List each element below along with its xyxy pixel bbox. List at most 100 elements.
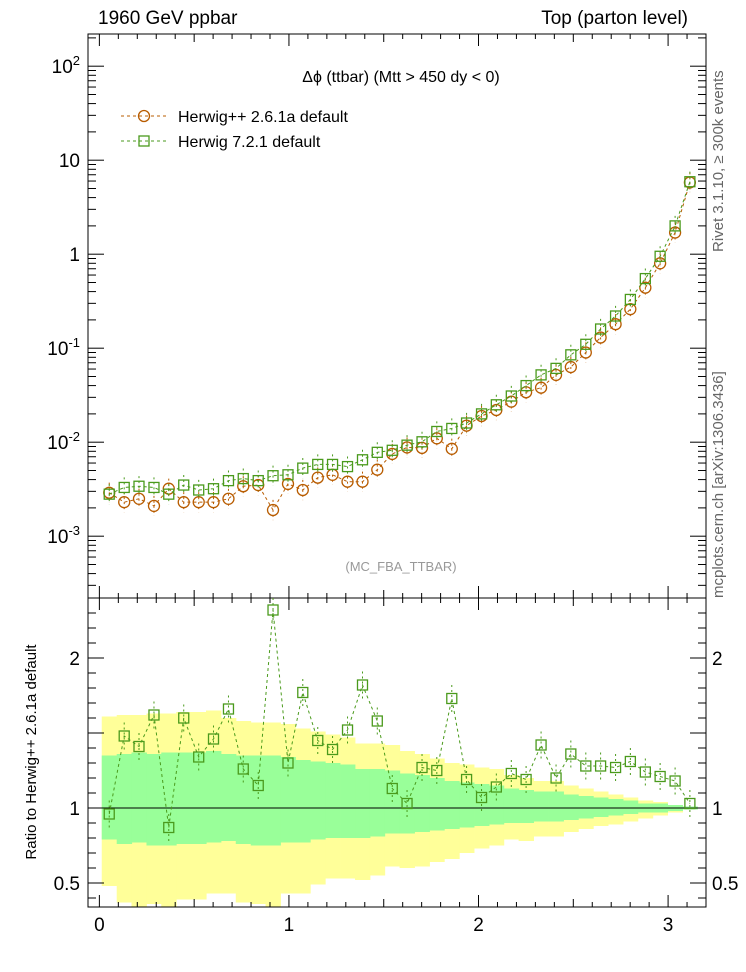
y-tick-label: 10 (59, 151, 80, 172)
series-herwigpp (103, 172, 697, 521)
data-point (356, 454, 369, 466)
ratio-point (639, 766, 651, 778)
legend-marker (137, 109, 151, 123)
ratio-frame (87, 597, 707, 908)
y-tick-label: 10-3 (47, 523, 80, 548)
data-point (222, 492, 235, 505)
data-point (669, 220, 681, 232)
y-tick-label: 1 (69, 799, 80, 820)
ratio-line (108, 609, 691, 828)
ratio-point (386, 782, 398, 795)
ratio-point (565, 748, 577, 760)
data-point (416, 436, 428, 448)
data-point (207, 496, 220, 509)
data-point (654, 250, 666, 262)
ratio-point (282, 757, 294, 769)
legend-label: Herwig++ 2.6.1a default (178, 109, 348, 126)
ratio-point (207, 733, 220, 745)
data-point (132, 492, 146, 505)
y-tick-label: 10-1 (47, 335, 80, 360)
ratio-point (222, 703, 235, 715)
band-inner (369, 769, 386, 837)
y-tick-label: 10-2 (47, 429, 80, 454)
band-inner (578, 796, 594, 819)
data-point (490, 399, 502, 411)
ratio-point (193, 751, 205, 763)
ratio-point (580, 760, 592, 772)
data-point (401, 439, 413, 451)
band-inner (518, 790, 534, 823)
legend-label: Herwig 7.2.1 default (178, 134, 321, 151)
y-tick-label-right: 1 (712, 799, 723, 820)
data-point (534, 381, 548, 394)
data-point (505, 390, 517, 402)
ratio-point (416, 761, 428, 774)
ratio-point (654, 770, 666, 783)
legend: Herwig++ 2.6.1a default Herwig 7.2.1 defa… (121, 109, 348, 151)
data-point (594, 331, 607, 344)
ratio-y-axis: 0.5 0.5 1 1 2 2 (54, 597, 738, 899)
band-inner (563, 794, 579, 820)
ratio-point (312, 734, 324, 747)
band-inner (206, 751, 222, 843)
data-point (639, 281, 652, 294)
data-point (371, 463, 384, 476)
ratio-point (401, 797, 413, 810)
data-point (267, 470, 279, 482)
band-inner (220, 754, 237, 841)
ratio-point (103, 808, 115, 820)
ratio-point (684, 797, 696, 810)
y-tick-label: 2 (69, 649, 80, 670)
data-point (460, 417, 473, 429)
ratio-point (550, 772, 562, 784)
data-point (296, 483, 309, 497)
data-point (326, 458, 339, 471)
ratio-point (535, 739, 547, 751)
band-inner (608, 799, 624, 816)
band-inner (340, 764, 356, 838)
data-point (386, 444, 398, 456)
data-point (118, 496, 131, 509)
ratio-point (133, 740, 145, 753)
data-point (312, 458, 324, 471)
y-tick-label: 1 (69, 245, 80, 266)
data-point (178, 479, 190, 491)
y-tick-label-right: 2 (712, 649, 723, 670)
y-tick-label: 102 (52, 53, 80, 78)
data-point (535, 369, 547, 381)
data-point (475, 408, 488, 420)
data-point (639, 272, 651, 285)
band-inner (265, 755, 281, 846)
band-inner (310, 761, 326, 840)
ratio-point (460, 773, 473, 786)
x-tick-label: 2 (473, 915, 484, 936)
ratio-point (297, 686, 309, 699)
band-inner (593, 797, 609, 817)
band-inner (235, 755, 252, 844)
ratio-bands (101, 710, 698, 907)
data-point (222, 474, 235, 487)
band-inner (191, 752, 207, 844)
data-point (103, 488, 115, 500)
ratio-point (118, 730, 130, 742)
ratio-point (148, 709, 160, 721)
data-point (580, 338, 592, 350)
ratio-point (237, 763, 249, 775)
data-point (446, 422, 458, 435)
data-point (311, 471, 324, 484)
y-tick-label-right: 0.5 (712, 874, 738, 895)
y-tick-label: 0.5 (54, 874, 80, 895)
series-line (109, 181, 691, 495)
band-inner (295, 760, 311, 843)
data-point (550, 362, 562, 375)
ratio-point (475, 791, 488, 804)
data-point (624, 293, 637, 306)
ratio-point (341, 724, 354, 736)
data-point (684, 176, 696, 188)
header-left: 1960 GeV ppbar (98, 8, 238, 29)
x-tick-label: 3 (663, 915, 674, 936)
ratio-point (356, 679, 369, 691)
legend-marker (138, 135, 150, 147)
